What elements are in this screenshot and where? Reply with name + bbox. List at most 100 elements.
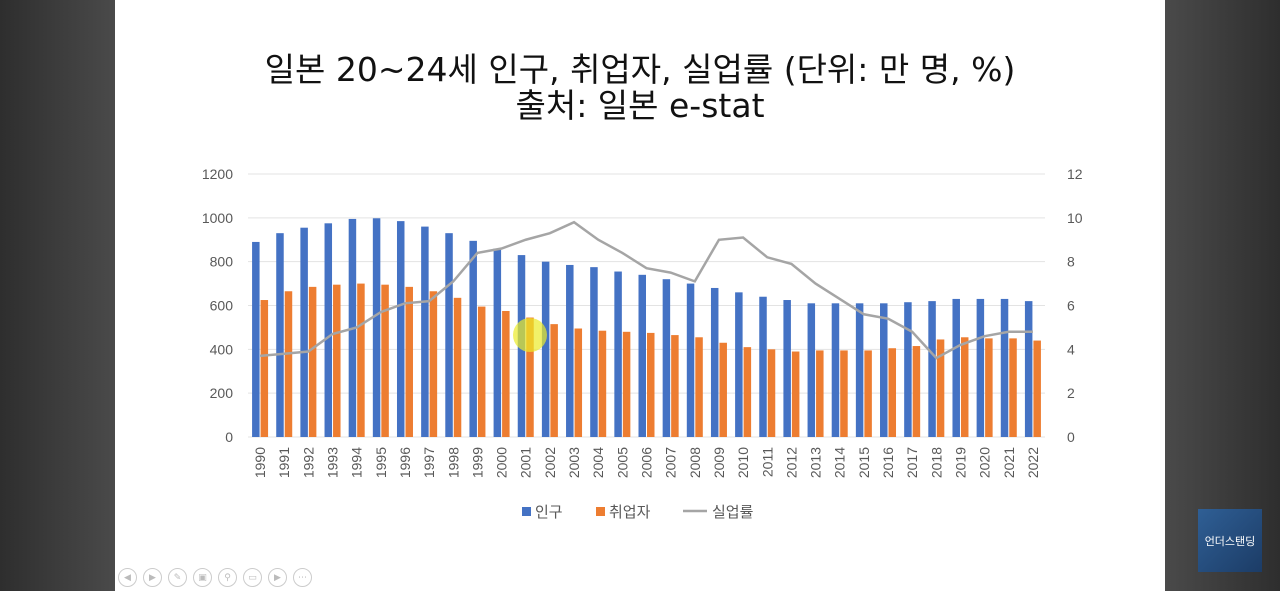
left-backdrop	[0, 0, 115, 591]
chart-title: 일본 20~24세 인구, 취업자, 실업률 (단위: 만 명, %)	[264, 50, 1016, 89]
legend-swatch	[596, 507, 605, 516]
legend-label: 취업자	[609, 503, 651, 521]
bar-population	[396, 221, 405, 437]
x-tick-label: 2000	[494, 447, 510, 478]
x-tick-label: 2016	[880, 447, 896, 478]
x-tick-label: 2003	[566, 447, 582, 478]
y-right-tick-label: 12	[1067, 166, 1083, 182]
x-tick-label: 2012	[783, 447, 799, 478]
bar-employed	[912, 346, 921, 437]
bar-population	[783, 300, 791, 437]
channel-logo: 언더스탠딩	[1198, 509, 1262, 572]
bar-population	[421, 226, 429, 437]
bar-population	[493, 248, 502, 437]
bar-population	[300, 227, 308, 437]
line-unemployment-rate	[259, 220, 1033, 360]
bar-employed	[598, 330, 607, 437]
right-backdrop	[1165, 0, 1280, 591]
y-left-tick-label: 0	[225, 429, 233, 445]
bar-employed	[1009, 338, 1017, 437]
x-tick-label: 2011	[759, 447, 775, 477]
bar-population	[735, 292, 743, 437]
x-tick-label: 2013	[808, 447, 824, 478]
bar-employed	[840, 350, 848, 437]
y-left-tick-label: 800	[210, 254, 234, 270]
bar-employed	[816, 350, 824, 437]
bar-employed	[622, 331, 631, 437]
bar-population	[445, 233, 453, 437]
bar-population	[566, 264, 574, 437]
x-tick-label: 2002	[542, 447, 558, 478]
bar-population	[276, 233, 284, 437]
bar-employed	[333, 284, 341, 437]
bar-population	[614, 271, 622, 437]
zoom-icon[interactable]: ⚲	[218, 568, 237, 587]
bar-population	[372, 218, 381, 437]
legend-swatch	[522, 507, 531, 516]
x-tick-label: 1994	[349, 447, 365, 478]
y-right-tick-label: 8	[1067, 254, 1075, 270]
bar-employed	[357, 283, 365, 437]
pen-icon[interactable]: ✎	[168, 568, 187, 587]
bar-employed	[791, 351, 800, 437]
bar-employed	[284, 291, 293, 437]
bar-population	[252, 241, 260, 437]
bar-employed	[671, 335, 679, 437]
bar-employed	[767, 349, 776, 437]
y-right-tick-label: 10	[1067, 210, 1083, 226]
subtitles-icon[interactable]: ▭	[243, 568, 262, 587]
x-tick-label: 2021	[1001, 447, 1017, 478]
bar-employed	[405, 286, 413, 437]
x-tick-label: 2019	[952, 447, 968, 478]
bar-population	[638, 274, 646, 437]
bar-population	[759, 296, 767, 437]
y-right-tick-label: 4	[1067, 341, 1075, 357]
bar-employed	[743, 347, 752, 437]
x-tick-label: 1998	[445, 447, 461, 478]
x-tick-label: 2005	[614, 447, 630, 478]
y-right-tick-label: 6	[1067, 298, 1075, 314]
bar-population	[928, 301, 936, 437]
slides-icon[interactable]: ▣	[193, 568, 212, 587]
legend-label: 실업률	[712, 503, 754, 521]
x-tick-label: 2004	[590, 447, 606, 478]
x-tick-label: 1995	[373, 447, 389, 478]
x-tick-label: 2017	[904, 447, 920, 478]
bar-population	[662, 279, 671, 437]
cursor-highlight	[513, 318, 547, 352]
more-icon[interactable]: ⋯	[293, 568, 312, 587]
bar-employed	[864, 350, 872, 437]
next-icon[interactable]: ▶	[143, 568, 162, 587]
prev-icon[interactable]: ◀	[118, 568, 137, 587]
bar-population	[1000, 298, 1009, 437]
y-right-tick-label: 2	[1067, 385, 1075, 401]
x-tick-label: 1999	[469, 447, 485, 478]
x-tick-label: 2008	[687, 447, 703, 478]
chart-source: 출처: 일본 e-stat	[515, 86, 765, 125]
bar-population	[952, 298, 960, 437]
bar-employed	[526, 317, 534, 437]
bar-employed	[985, 338, 993, 437]
legend-label: 인구	[535, 503, 563, 521]
x-tick-label: 1992	[300, 447, 316, 478]
x-tick-label: 2015	[856, 447, 872, 478]
bar-employed	[308, 286, 317, 437]
x-tick-label: 2009	[711, 447, 727, 478]
bar-employed	[381, 284, 389, 437]
bar-employed	[429, 291, 438, 437]
bar-population	[324, 223, 333, 437]
x-tick-label: 2020	[977, 447, 993, 478]
x-tick-label: 1993	[325, 447, 341, 478]
x-tick-label: 2006	[639, 447, 655, 478]
y-left-tick-label: 1000	[202, 210, 233, 226]
bar-employed	[888, 348, 897, 437]
bar-employed	[695, 337, 703, 437]
x-tick-label: 2001	[518, 447, 534, 478]
camera-icon[interactable]: ▶	[268, 568, 287, 587]
bar-population	[880, 303, 888, 437]
x-tick-label: 1997	[421, 447, 437, 478]
bar-population	[469, 240, 477, 437]
bar-population	[686, 283, 695, 437]
x-tick-label: 1991	[276, 447, 292, 478]
